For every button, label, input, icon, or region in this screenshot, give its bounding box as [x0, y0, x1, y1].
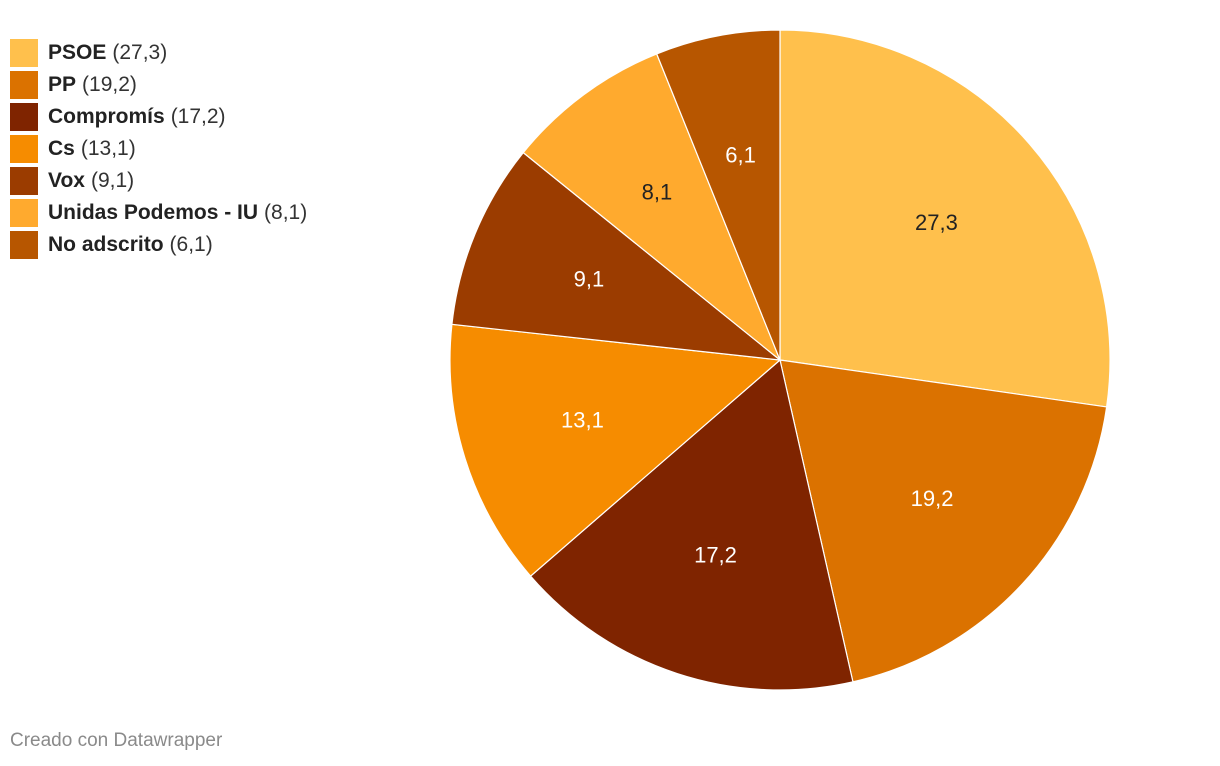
legend-item: No adscrito (6,1) — [10, 229, 307, 261]
slice-label: 9,1 — [574, 266, 605, 291]
slice-label: 19,2 — [911, 486, 954, 511]
legend-label: Compromís — [48, 105, 165, 128]
pie-slice — [779, 29, 1111, 408]
legend-label: Cs — [48, 137, 75, 160]
legend-value: (8,1) — [264, 201, 308, 224]
pie-slice — [451, 151, 782, 361]
slice-label: 8,1 — [642, 179, 673, 204]
slice-label: 13,1 — [561, 408, 604, 433]
legend-item: Vox (9,1) — [10, 165, 307, 197]
chart-legend: PSOE (27,3) PP (19,2) Compromís (17,2) C… — [10, 37, 307, 261]
legend-swatch — [10, 103, 38, 131]
legend-label: PSOE — [48, 41, 107, 64]
legend-item: Compromís (17,2) — [10, 101, 307, 133]
pie-slice — [449, 323, 782, 577]
legend-value: (13,1) — [80, 137, 136, 160]
slice-label: 27,3 — [915, 210, 958, 235]
legend-swatch — [10, 71, 38, 99]
legend-swatch — [10, 199, 38, 227]
legend-swatch — [10, 39, 38, 67]
pie-slice — [522, 53, 782, 362]
legend-swatch — [10, 231, 38, 259]
legend-value: (17,2) — [170, 105, 226, 128]
legend-item: PP (19,2) — [10, 69, 307, 101]
legend-label: PP — [48, 73, 77, 96]
legend-label: No adscrito — [48, 233, 164, 256]
footer-credit: Creado con Datawrapper — [10, 730, 223, 751]
pie-slice — [779, 359, 1108, 683]
slice-label: 17,2 — [694, 543, 737, 568]
pie-slice — [529, 358, 854, 691]
legend-value: (19,2) — [82, 73, 137, 96]
legend-label: Vox — [48, 169, 85, 192]
legend-value: (9,1) — [90, 169, 135, 192]
legend-item: PSOE (27,3) — [10, 37, 307, 69]
legend-value: (6,1) — [169, 233, 213, 256]
slice-labels: 27,3 19,2 17,2 13,1 9,1 8,1 6,1 — [561, 143, 958, 568]
legend-swatch — [10, 167, 38, 195]
legend-swatch — [10, 135, 38, 163]
legend-label: Unidas Podemos - IU — [48, 201, 259, 224]
pie-slice — [655, 29, 781, 361]
legend-value: (27,3) — [112, 41, 168, 64]
legend-item: Cs (13,1) — [10, 133, 307, 165]
slice-label: 6,1 — [725, 143, 756, 168]
legend-item: Unidas Podemos - IU (8,1) — [10, 197, 307, 229]
